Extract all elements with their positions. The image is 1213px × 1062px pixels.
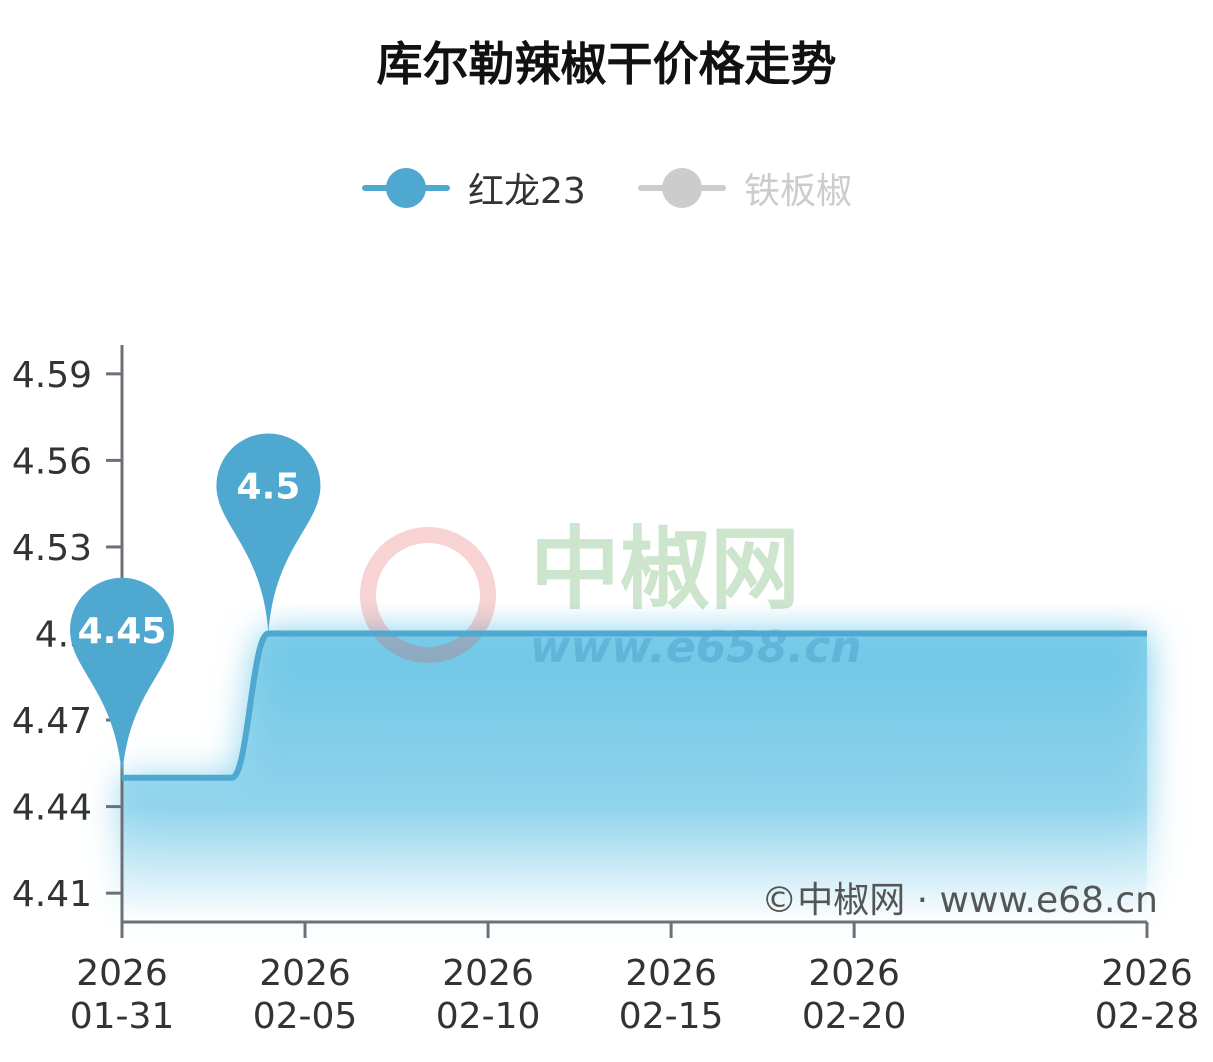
legend-line-icon — [638, 160, 726, 216]
legend-label: 铁板椒 — [744, 171, 853, 212]
x-tick-label-year: 2026 — [442, 953, 534, 994]
y-tick-label: 4.59 — [12, 355, 92, 396]
x-tick-label-year: 2026 — [76, 953, 168, 994]
watermark-name: 中椒网 — [530, 517, 800, 622]
watermark: 中椒网 www.e658.cn — [360, 517, 862, 673]
x-tick-label-date: 02-20 — [802, 996, 907, 1037]
x-tick-label-date: 02-28 — [1095, 996, 1200, 1037]
x-tick-label-date: 02-10 — [436, 996, 541, 1037]
x-tick-label-date: 01-31 — [70, 996, 175, 1037]
watermark-url: www.e658.cn — [530, 622, 862, 673]
x-tick-label-year: 2026 — [808, 953, 900, 994]
x-tick-label-year: 2026 — [259, 953, 351, 994]
series-line-hongrong23 — [122, 630, 1147, 781]
x-tick-label-year: 2026 — [1101, 953, 1193, 994]
pin-icon — [70, 577, 174, 778]
copyright-text: ©中椒网 · www.e68.cn — [761, 880, 1158, 921]
y-tick-label: 4.47 — [12, 701, 92, 742]
watermark-logo-icon — [360, 527, 496, 663]
area-fill — [122, 633, 1147, 922]
chart-title: 库尔勒辣椒干价格走势 — [376, 37, 837, 91]
legend-line-icon — [362, 160, 450, 216]
x-tick-label-year: 2026 — [625, 953, 717, 994]
pin-label: 4.5 — [237, 467, 301, 508]
y-tick-label: 4.44 — [12, 788, 92, 829]
y-tick-label: 4.41 — [12, 874, 92, 915]
legend-item-hongrong23[interactable]: 红龙23 — [362, 160, 586, 216]
legend-item-tiebanjiao[interactable]: 铁板椒 — [638, 160, 852, 216]
value-pin-marker: 4.45 — [70, 577, 174, 778]
x-tick-label-date: 02-15 — [619, 996, 724, 1037]
y-tick-label: 4.53 — [12, 528, 92, 569]
pin-label: 4.45 — [78, 611, 167, 652]
value-pin-marker: 4.5 — [216, 433, 321, 634]
x-tick-label-date: 02-05 — [253, 996, 358, 1037]
y-tick-label: 4.56 — [12, 441, 92, 482]
legend-label: 红龙23 — [468, 171, 586, 212]
pin-icon — [216, 433, 321, 634]
